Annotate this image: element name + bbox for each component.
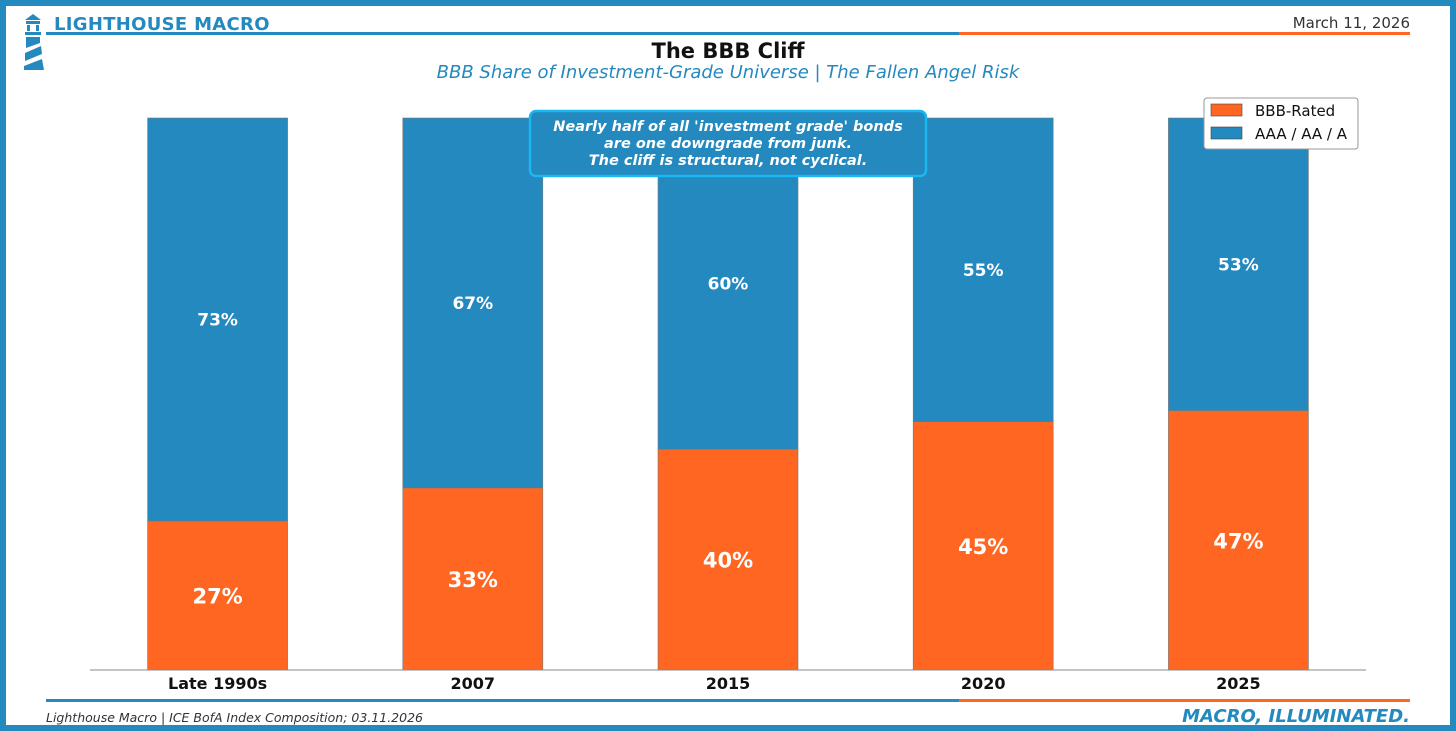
chart-title: The BBB Cliff [651,39,805,63]
footer-source: Lighthouse Macro | ICE BofA Index Compos… [46,710,423,725]
label-higher-grade-4: 53% [1218,255,1259,275]
header-rule-orange [959,32,1410,35]
label-higher-grade-3: 55% [963,261,1004,281]
legend-label-bbb: BBB-Rated [1255,102,1335,120]
label-bbb-4: 47% [1213,529,1263,553]
footer-rule-orange [959,699,1410,702]
callout-box: Nearly half of all 'investment grade' bo… [528,109,928,178]
bar-higher-grade-1 [402,117,544,489]
bar-bbb-2 [657,448,799,671]
report-date: March 11, 2026 [1292,14,1410,32]
x-tick-label-4: 2025 [1216,674,1261,693]
footer-rule-blue [46,699,959,702]
label-bbb-2: 40% [703,549,753,573]
x-tick-label-1: 2007 [451,674,496,693]
header-rule-blue [46,32,959,35]
x-tick-labels: Late 1990s 2007 2015 2020 2025 [168,674,1261,693]
callout-line-1: Nearly half of all 'investment grade' bo… [553,119,903,135]
label-higher-grade-2: 60% [708,275,749,295]
callout-line-2: are one downgrade from junk. [604,136,852,152]
label-bbb-3: 45% [958,535,1008,559]
bars-layer: 27% 73% 33% 67% 40% 60% 45% 55% 47% 53% [147,117,1309,671]
label-higher-grade-0: 73% [197,310,238,330]
legend: BBB-Rated AAA / AA / A [1203,97,1359,150]
label-bbb-1: 33% [448,568,498,592]
bar-higher-grade-3 [912,117,1054,422]
legend-swatch-a [1210,126,1243,140]
label-higher-grade-1: 67% [452,294,493,314]
bar-higher-grade-4 [1168,117,1309,411]
callout-line-3: The cliff is structural, not cyclical. [589,153,867,169]
bar-bbb-1 [402,487,544,671]
lighthouse-logo-icon [24,14,44,70]
x-tick-label-0: Late 1990s [168,674,267,693]
legend-swatch-bbb [1210,103,1243,117]
footer-tagline: MACRO, ILLUMINATED. [1182,706,1410,727]
x-tick-label-3: 2020 [961,674,1006,693]
chart-subtitle: BBB Share of Investment-Grade Universe |… [436,62,1020,83]
bar-bbb-4 [1168,410,1309,671]
x-tick-label-2: 2015 [706,674,751,693]
legend-label-a: AAA / AA / A [1255,125,1348,143]
bar-bbb-3 [912,421,1054,671]
brand-name: LIGHTHOUSE MACRO [54,14,270,35]
label-bbb-0: 27% [192,584,242,608]
bar-higher-grade-0 [147,117,288,522]
